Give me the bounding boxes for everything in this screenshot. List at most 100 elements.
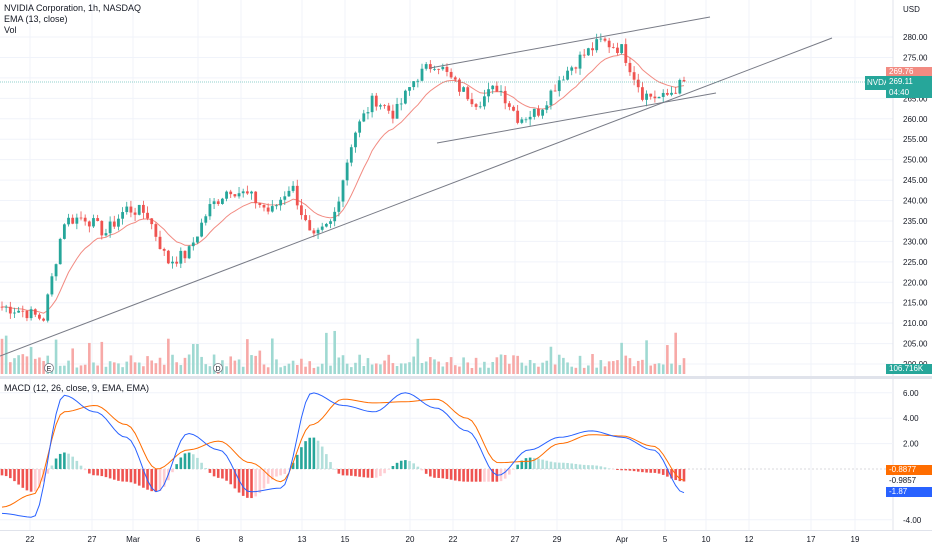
volume-bar (628, 358, 632, 374)
macd-histogram-bar (487, 469, 490, 482)
candle-body (470, 99, 474, 105)
price-tick-label: 275.00 (903, 53, 928, 62)
candle-body (370, 95, 374, 113)
macd-histogram-bar (341, 469, 345, 476)
macd-histogram-bar (25, 469, 29, 491)
macd-histogram-bar (0, 469, 4, 476)
macd-legend[interactable]: MACD (12, 26, close, 9, EMA, EMA) (4, 383, 150, 393)
macd-histogram-bar (9, 469, 12, 479)
macd-pane[interactable]: 6.00 4.00 2.00 -4.00 MACD (12, 26, close, 9… (0, 379, 932, 530)
volume-bar (254, 355, 257, 374)
volume-bar (512, 355, 515, 374)
macd-histogram-bar (312, 437, 316, 469)
candle-body (433, 68, 436, 70)
macd-histogram-bar (221, 469, 224, 479)
candle-body (300, 205, 303, 216)
volume-bar (271, 338, 274, 374)
volume-bar (67, 360, 70, 374)
price-chart[interactable]: 280.00275.00270.00265.00260.00255.00250.… (0, 0, 932, 376)
candle-body (574, 67, 578, 69)
candle-body (204, 216, 208, 223)
macd-tag: -1.87 (886, 487, 932, 497)
pane-separator[interactable] (0, 376, 932, 379)
candle-body (661, 92, 665, 97)
macd-chart[interactable]: 6.00 4.00 2.00 -4.00 (0, 379, 932, 530)
symbol-legend[interactable]: NVIDIA Corporation, 1h, NASDAQ EMA (13, … (4, 3, 141, 36)
candle-body (42, 318, 45, 321)
candle-body (607, 40, 611, 48)
signal-tag: -0.8877 (886, 465, 932, 475)
macd-histogram-bar (200, 462, 203, 469)
candle-body (171, 261, 174, 264)
volume-bar (495, 357, 499, 374)
macd-histogram-bar (17, 469, 20, 485)
time-tick-label: 10 (702, 535, 711, 544)
candle-body (112, 221, 116, 227)
earnings-marker[interactable]: E (44, 363, 54, 374)
candle-body (133, 212, 137, 215)
macd-histogram-bar (283, 469, 287, 474)
macd-histogram-bar (308, 437, 312, 469)
macd-histogram-bar (383, 469, 386, 474)
volume-bar (587, 365, 590, 374)
dividend-marker[interactable]: D (213, 363, 223, 374)
candle-body (379, 105, 382, 107)
candle-body (491, 85, 495, 90)
volume-bar (295, 364, 299, 374)
price-tick-label: 255.00 (903, 135, 928, 144)
candle-body (665, 92, 669, 95)
macd-histogram-bar (291, 462, 295, 469)
macd-histogram-bar (420, 469, 424, 471)
candle-body (678, 80, 682, 94)
macd-histogram-bar (628, 469, 632, 471)
candle-body (586, 48, 590, 56)
candle-body (628, 62, 632, 73)
macd-histogram-bar (358, 469, 361, 477)
volume-bar (325, 332, 328, 374)
volume-bar (607, 361, 611, 374)
macd-histogram-bar (142, 469, 145, 488)
macd-histogram-bar (607, 468, 611, 469)
legend-vol[interactable]: Vol (4, 25, 17, 35)
legend-ema[interactable]: EMA (13, close) (4, 14, 68, 24)
time-tick-label: 27 (511, 535, 520, 544)
macd-histogram-bar (246, 469, 249, 498)
candle-body (682, 80, 686, 82)
volume-bar (570, 366, 574, 374)
volume-bar (71, 348, 74, 374)
macd-histogram-bar (404, 460, 407, 469)
macd-tick-label: -4.00 (903, 516, 922, 525)
price-tick-label: 250.00 (903, 156, 928, 165)
candle-body (275, 205, 278, 207)
macd-histogram-bar (266, 469, 270, 484)
candle-body (237, 193, 241, 197)
candle-body (312, 230, 316, 234)
macd-histogram-bar (433, 469, 436, 478)
candle-body (121, 212, 124, 219)
volume-bar (537, 366, 540, 374)
candle-body (503, 90, 507, 104)
macd-histogram-bar (524, 458, 528, 469)
candle-body (358, 121, 362, 133)
macd-histogram-bar (624, 469, 628, 471)
time-axis[interactable]: 22 27 Mar 6 8 13 15 20 22 27 29 Apr 5 10 12 17 19 (0, 530, 932, 550)
macd-histogram-bar (645, 469, 648, 473)
candle-body (4, 306, 8, 308)
candle-body (79, 217, 83, 219)
macd-tick-label: 6.00 (903, 389, 919, 398)
macd-histogram-bar (587, 465, 590, 469)
macd-histogram-bar (108, 469, 112, 479)
volume-bar (100, 341, 104, 374)
price-pane[interactable]: 280.00275.00270.00265.00260.00255.00250.… (0, 0, 932, 376)
macd-histogram-bar (58, 453, 62, 469)
candle-body (225, 191, 228, 199)
volume-bar (42, 360, 45, 374)
volume-bar (133, 362, 137, 374)
candle-body (96, 218, 100, 221)
volume-bar (129, 355, 133, 374)
candle-body (150, 218, 154, 225)
macd-histogram-bar (562, 462, 565, 469)
macd-histogram-bar (636, 469, 640, 472)
macd-histogram-bar (179, 457, 183, 469)
macd-histogram-bar (29, 469, 33, 492)
